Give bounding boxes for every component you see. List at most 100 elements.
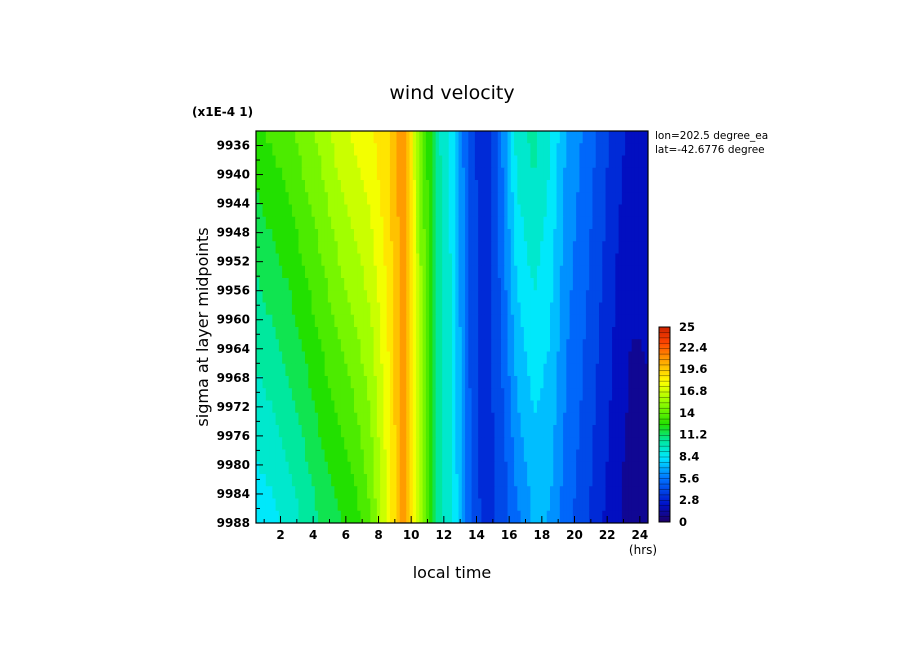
- heatmap-cell: [308, 241, 313, 255]
- heatmap-cell: [278, 302, 283, 316]
- heatmap-cell: [412, 302, 417, 316]
- heatmap-cell: [484, 351, 489, 365]
- heatmap-cell: [465, 498, 469, 512]
- heatmap-cell: [599, 167, 603, 181]
- heatmap-cell: [344, 290, 349, 304]
- heatmap-cell: [432, 302, 437, 316]
- heatmap-cell: [383, 192, 388, 206]
- heatmap-cell: [370, 388, 375, 402]
- heatmap-cell: [340, 192, 345, 206]
- heatmap-cell: [599, 437, 603, 451]
- heatmap-cell: [468, 229, 473, 242]
- heatmap-cell: [262, 278, 267, 291]
- heatmap-cell: [282, 265, 286, 279]
- heatmap-cell: [350, 339, 355, 353]
- heatmap-cell: [337, 498, 342, 512]
- heatmap-cell: [432, 314, 437, 328]
- heatmap-cell: [393, 510, 398, 523]
- heatmap-cell: [566, 376, 571, 389]
- heatmap-cell: [546, 143, 551, 157]
- heatmap-cell: [278, 204, 283, 218]
- heatmap-cell: [585, 437, 590, 451]
- heatmap-cell: [321, 327, 326, 340]
- heatmap-cell: [569, 363, 574, 377]
- heatmap-cell: [445, 192, 450, 206]
- heatmap-cell: [474, 425, 479, 438]
- heatmap-cell: [360, 486, 365, 500]
- heatmap-cell: [608, 229, 613, 242]
- heatmap-cell: [514, 204, 518, 218]
- colorbar-tick-label: 0: [679, 515, 687, 529]
- heatmap-cell: [520, 131, 525, 144]
- heatmap-cell: [592, 314, 597, 328]
- heatmap-cell: [432, 339, 437, 353]
- heatmap-cell: [592, 253, 597, 267]
- heatmap-cell: [608, 314, 613, 328]
- heatmap-cell: [533, 376, 538, 389]
- heatmap-cell: [350, 302, 355, 316]
- heatmap-cell: [308, 314, 313, 328]
- heatmap-cell: [409, 339, 414, 353]
- heatmap-cell: [380, 339, 384, 353]
- heatmap-cell: [419, 437, 424, 451]
- heatmap-cell: [527, 253, 531, 267]
- heatmap-cell: [523, 131, 528, 144]
- heatmap-cell: [425, 437, 430, 451]
- heatmap-cell: [275, 180, 280, 193]
- heatmap-cell: [256, 229, 260, 242]
- heatmap-cell: [373, 339, 378, 353]
- heatmap-cell: [445, 376, 450, 389]
- heatmap-cell: [425, 265, 430, 279]
- heatmap-cell: [340, 216, 345, 230]
- heatmap-cell: [641, 229, 646, 242]
- heatmap-cell: [576, 167, 580, 181]
- heatmap-cell: [638, 486, 643, 500]
- heatmap-cell: [452, 131, 456, 144]
- heatmap-cell: [347, 143, 352, 157]
- heatmap-cell: [442, 376, 447, 389]
- heatmap-cell: [344, 167, 349, 181]
- heatmap-cell: [644, 314, 648, 328]
- heatmap-cell: [275, 204, 280, 218]
- heatmap-cell: [324, 314, 329, 328]
- heatmap-cell: [520, 192, 525, 206]
- heatmap-cell: [360, 351, 365, 365]
- heatmap-cell: [527, 131, 531, 144]
- heatmap-cell: [605, 155, 610, 169]
- heatmap-cell: [256, 253, 260, 267]
- heatmap-cell: [533, 241, 538, 255]
- heatmap-cell: [634, 216, 639, 230]
- heatmap-cell: [465, 290, 469, 304]
- heatmap-cell: [282, 167, 286, 181]
- heatmap-cell: [370, 180, 375, 193]
- heatmap-cell: [406, 474, 411, 487]
- heatmap-cell: [582, 388, 587, 402]
- heatmap-cell: [523, 486, 528, 500]
- heatmap-cell: [478, 474, 482, 487]
- heatmap-cell: [367, 351, 371, 365]
- heatmap-cell: [615, 388, 620, 402]
- heatmap-cell: [324, 192, 329, 206]
- heatmap-cell: [380, 143, 384, 157]
- heatmap-cell: [471, 290, 476, 304]
- heatmap-cell: [432, 204, 437, 218]
- heatmap-cell: [644, 192, 648, 206]
- heatmap-cell: [425, 167, 430, 181]
- heatmap-cell: [589, 155, 594, 169]
- heatmap-cell: [569, 143, 574, 157]
- heatmap-cell: [621, 510, 626, 523]
- heatmap-cell: [272, 314, 277, 328]
- heatmap-cell: [275, 314, 280, 328]
- heatmap-cell: [419, 351, 424, 365]
- heatmap-cell: [599, 192, 603, 206]
- heatmap-cell: [321, 425, 326, 438]
- heatmap-cell: [318, 425, 322, 438]
- heatmap-cell: [393, 425, 398, 438]
- heatmap-cell: [301, 461, 306, 475]
- heatmap-cell: [288, 376, 293, 389]
- heatmap-cell: [517, 376, 522, 389]
- heatmap-cell: [474, 437, 479, 451]
- heatmap-cell: [563, 143, 567, 157]
- heatmap-cell: [468, 241, 473, 255]
- heatmap-cell: [285, 302, 290, 316]
